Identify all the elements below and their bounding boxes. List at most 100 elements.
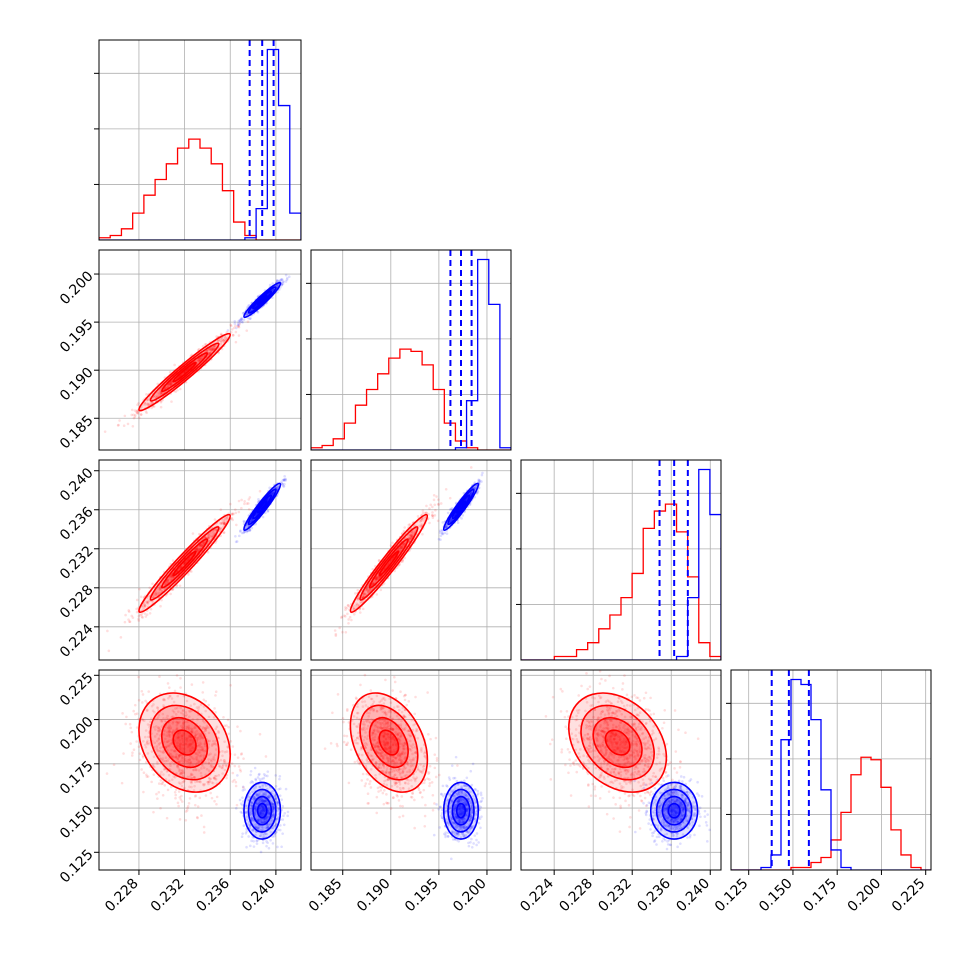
data-point — [137, 416, 141, 420]
density-contour — [378, 550, 400, 577]
data-point — [226, 745, 229, 749]
data-point — [209, 791, 212, 795]
data-point — [196, 358, 200, 362]
data-point — [148, 611, 152, 615]
data-point — [400, 545, 404, 549]
data-point — [162, 704, 165, 707]
data-point — [412, 530, 415, 534]
data-point — [219, 508, 223, 511]
data-point — [276, 279, 279, 283]
data-point — [211, 530, 215, 534]
data-point — [366, 589, 370, 593]
data-point — [190, 739, 193, 742]
data-point — [123, 414, 127, 418]
data-point — [449, 519, 453, 522]
data-point — [170, 575, 174, 579]
data-point — [237, 499, 241, 503]
data-point — [173, 363, 176, 367]
data-point — [344, 608, 347, 612]
data-point — [150, 401, 154, 405]
density-contour — [149, 526, 220, 601]
data-point — [409, 531, 413, 534]
data-point — [407, 523, 411, 527]
data-point — [180, 565, 183, 568]
data-point — [348, 615, 352, 619]
data-point — [218, 765, 222, 768]
data-point — [239, 319, 242, 322]
data-point — [193, 784, 196, 788]
data-point — [212, 529, 216, 533]
data-point — [333, 629, 337, 632]
data-point — [192, 768, 196, 772]
data-point — [158, 584, 162, 588]
data-point — [182, 759, 186, 762]
data-point — [204, 536, 207, 539]
data-point — [133, 409, 137, 412]
data-point — [222, 522, 226, 525]
data-point — [197, 548, 201, 552]
data-point — [257, 498, 260, 501]
data-point — [142, 606, 145, 610]
data-point — [213, 758, 216, 762]
data-point — [195, 547, 199, 551]
data-point — [356, 598, 360, 601]
data-point — [408, 533, 412, 537]
data-point — [103, 430, 107, 433]
data-point — [208, 351, 211, 355]
data-point — [118, 419, 121, 422]
data-point — [143, 402, 147, 405]
data-point — [361, 600, 364, 603]
data-point — [138, 587, 141, 591]
data-point — [180, 794, 183, 798]
data-point — [241, 311, 245, 315]
data-point — [183, 779, 186, 783]
density-contour — [247, 488, 277, 526]
data-point — [219, 339, 222, 342]
data-point — [236, 322, 240, 325]
data-point — [209, 534, 212, 538]
data-point — [410, 535, 414, 538]
data-point — [240, 316, 243, 320]
data-point — [173, 749, 176, 753]
data-point — [130, 408, 134, 412]
data-point — [477, 478, 480, 482]
data-point — [343, 615, 347, 618]
data-point — [168, 735, 172, 738]
data-point — [210, 531, 213, 534]
data-point — [143, 602, 146, 606]
data-point — [238, 319, 241, 322]
data-point — [365, 587, 369, 591]
data-point — [156, 391, 159, 395]
data-point — [211, 765, 214, 769]
data-point — [411, 533, 415, 536]
data-point — [215, 528, 218, 532]
data-point — [176, 388, 179, 392]
data-point — [178, 818, 182, 821]
data-point — [276, 283, 280, 287]
data-point — [413, 529, 417, 532]
data-point — [419, 519, 423, 523]
data-point — [280, 480, 283, 484]
data-point — [213, 531, 216, 535]
data-point — [240, 320, 244, 324]
data-point — [376, 578, 379, 581]
data-point — [429, 503, 433, 507]
data-point — [233, 319, 237, 323]
data-point — [247, 502, 250, 505]
data-point — [146, 600, 149, 603]
data-point — [127, 618, 130, 621]
data-point — [222, 522, 226, 526]
data-point — [135, 598, 139, 602]
data-point — [271, 282, 274, 285]
data-point — [223, 759, 226, 762]
data-point — [136, 411, 139, 415]
data-point — [146, 397, 150, 401]
data-point — [367, 590, 370, 593]
data-point — [220, 766, 223, 769]
data-point — [235, 803, 239, 807]
data-point — [210, 781, 214, 784]
data-point — [374, 578, 378, 581]
data-point — [223, 522, 226, 526]
data-point — [214, 690, 218, 693]
data-point — [402, 542, 406, 546]
